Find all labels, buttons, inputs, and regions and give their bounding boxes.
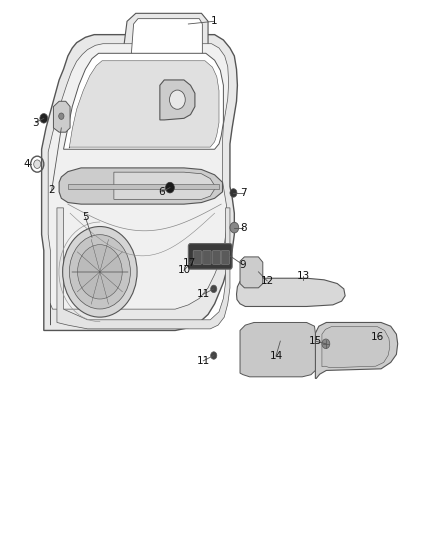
Polygon shape (237, 278, 345, 306)
FancyBboxPatch shape (212, 251, 221, 264)
Circle shape (211, 285, 217, 293)
Circle shape (59, 113, 64, 119)
Polygon shape (64, 53, 223, 149)
Text: 15: 15 (309, 336, 322, 346)
Polygon shape (240, 322, 315, 377)
Polygon shape (59, 168, 223, 204)
Circle shape (78, 245, 122, 299)
Polygon shape (240, 257, 263, 288)
FancyBboxPatch shape (221, 251, 230, 264)
Polygon shape (131, 19, 202, 57)
FancyBboxPatch shape (193, 251, 201, 264)
Text: 2: 2 (48, 185, 55, 195)
Circle shape (170, 90, 185, 109)
Text: 16: 16 (371, 332, 384, 342)
Circle shape (230, 222, 239, 233)
Text: 7: 7 (240, 188, 247, 198)
Polygon shape (160, 80, 195, 120)
Circle shape (211, 352, 217, 359)
Polygon shape (57, 208, 230, 329)
Circle shape (166, 182, 174, 193)
Polygon shape (53, 101, 70, 132)
FancyBboxPatch shape (203, 251, 211, 264)
Text: 11: 11 (197, 356, 210, 366)
Polygon shape (322, 327, 390, 368)
Text: 9: 9 (240, 260, 247, 270)
Polygon shape (315, 322, 398, 378)
Text: 17: 17 (183, 258, 196, 268)
Polygon shape (68, 184, 219, 189)
FancyBboxPatch shape (188, 244, 232, 269)
Polygon shape (123, 13, 208, 61)
Circle shape (322, 339, 330, 349)
Text: 5: 5 (82, 213, 89, 222)
Text: 8: 8 (240, 223, 247, 232)
Circle shape (63, 227, 137, 317)
Circle shape (34, 160, 41, 168)
Text: 3: 3 (32, 118, 39, 127)
Polygon shape (69, 61, 219, 148)
Text: 13: 13 (297, 271, 310, 280)
Polygon shape (48, 44, 229, 325)
Circle shape (40, 114, 48, 123)
Text: 11: 11 (197, 289, 210, 299)
Text: 1: 1 (210, 17, 217, 26)
Text: 10: 10 (177, 265, 191, 275)
Text: 14: 14 (269, 351, 283, 361)
Polygon shape (114, 172, 215, 199)
Text: 12: 12 (261, 276, 274, 286)
Circle shape (230, 189, 237, 197)
Text: 4: 4 (23, 159, 30, 169)
Text: 6: 6 (159, 187, 166, 197)
Polygon shape (42, 35, 237, 330)
Circle shape (69, 235, 131, 309)
